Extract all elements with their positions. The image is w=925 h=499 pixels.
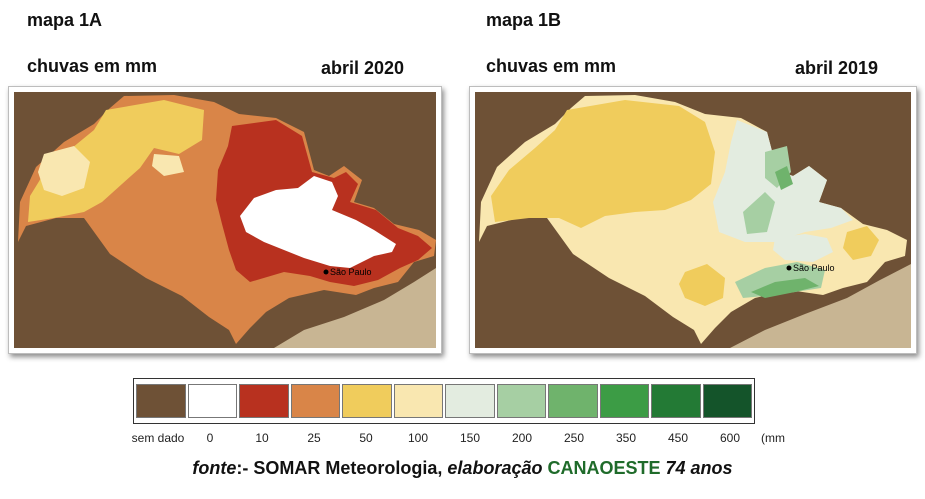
zone-100 <box>38 146 90 196</box>
source-credit: fonte:- SOMAR Meteorologia, elaboração C… <box>0 458 925 479</box>
legend-label: 25 <box>307 431 321 445</box>
map-1b-title: mapa 1B <box>486 10 562 30</box>
legend-swatch-25 <box>290 384 340 418</box>
map-1b-svg: São Paulo <box>475 92 911 348</box>
sao-paulo-label: São Paulo <box>793 263 835 273</box>
zone-200 <box>743 192 775 234</box>
zone-50 <box>679 264 725 306</box>
legend-label: 450 <box>667 431 689 445</box>
legend-label: 350 <box>615 431 637 445</box>
sao-paulo-label: São Paulo <box>330 267 372 277</box>
legend-swatch-200 <box>496 384 546 418</box>
zone-0 <box>240 176 396 268</box>
legend-swatch-450 <box>651 384 701 418</box>
legend-label: 150 <box>459 431 481 445</box>
map-1a-subtitle: chuvas em mm <box>27 56 158 76</box>
legend-label: 600 <box>719 431 741 445</box>
map-1b-subtitle: chuvas em mm <box>486 56 617 76</box>
zone-100 <box>152 154 184 176</box>
legend-swatch-150 <box>445 384 495 418</box>
legend-label: 0 <box>206 431 214 445</box>
source-prefix: fonte <box>192 458 237 478</box>
zone-250 <box>751 278 819 298</box>
legend-label: sem dado <box>131 431 185 445</box>
map-1b: São Paulo <box>469 86 917 354</box>
map-1a-title: mapa 1A <box>27 10 103 30</box>
legend-swatch-10 <box>239 384 289 418</box>
legend-swatch-sem-dado <box>136 384 186 418</box>
legend-swatch-600 <box>702 384 752 418</box>
sao-paulo-marker <box>786 265 792 271</box>
legend-label: 10 <box>255 431 269 445</box>
sao-paulo-marker <box>323 269 329 275</box>
legend-label: 200 <box>511 431 533 445</box>
legend-swatch-350 <box>599 384 649 418</box>
map-1a: São Paulo <box>8 86 442 354</box>
ocean <box>274 268 436 348</box>
legend-label: 50 <box>359 431 373 445</box>
legend-swatch-100 <box>393 384 443 418</box>
ocean <box>730 264 911 348</box>
legend-unit: (mm <box>761 431 785 445</box>
zone-50 <box>491 100 715 228</box>
zone-50 <box>843 226 879 260</box>
source-text: :- SOMAR Meteorologia, <box>236 458 448 478</box>
legend-swatch-50 <box>342 384 392 418</box>
source-brand: CANAOESTE <box>547 458 661 478</box>
map-1a-period: abril 2020 <box>321 58 405 78</box>
legend-swatch-250 <box>548 384 598 418</box>
source-elab: elaboração <box>447 458 543 478</box>
map-1b-period: abril 2019 <box>795 58 879 78</box>
legend-label: 100 <box>407 431 429 445</box>
zone-250 <box>775 166 793 190</box>
source-anos: 74 anos <box>665 458 733 478</box>
legend-label: 250 <box>563 431 585 445</box>
legend-swatch-0 <box>187 384 237 418</box>
legend-bar <box>133 378 755 424</box>
zone-150 <box>773 234 833 262</box>
map-1a-svg: São Paulo <box>14 92 436 348</box>
